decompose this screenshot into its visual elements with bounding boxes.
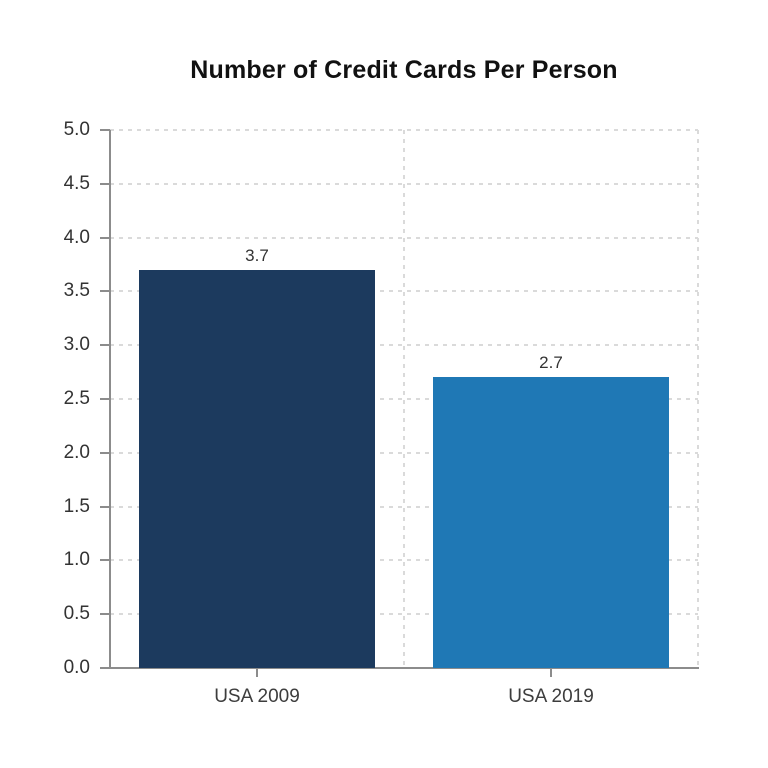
y-tick-label: 0.0 (63, 657, 90, 678)
x-axis-line (109, 667, 699, 669)
bar (139, 269, 375, 668)
y-axis-tick (100, 236, 110, 239)
y-tick-label: 1.5 (63, 495, 90, 517)
y-axis-tick (100, 559, 110, 562)
y-tick-label: 3.5 (63, 280, 90, 302)
bar-value-label: 2.7 (539, 353, 563, 373)
plot-area: 0.0 0.5 1.0 1.5 2.0 2.5 3.0 3.5 4.0 4.5 5.0 3.7 USA … (64, 120, 699, 707)
y-axis-tick (100, 129, 110, 131)
x-gridline (697, 130, 699, 668)
y-axis-tick (100, 398, 110, 400)
y-axis-line (109, 130, 111, 668)
x-axis-tick (256, 668, 258, 677)
y-axis-tick (100, 344, 110, 347)
chart-title: Number of Credit Cards Per Person (190, 56, 618, 84)
y-tick-label: 4.5 (63, 172, 90, 194)
y-tick-label: 5.0 (63, 119, 90, 140)
y-tick-label: 2.0 (63, 441, 90, 463)
y-axis-tick (100, 290, 110, 293)
y-axis-tick (100, 613, 110, 616)
y-tick-label: 3.0 (63, 334, 90, 356)
y-tick-label: 1.0 (63, 549, 90, 571)
bar-value-label: 3.7 (245, 245, 269, 265)
y-axis-tick (100, 667, 110, 669)
x-gridline (403, 130, 405, 668)
y-tick-label: 2.5 (63, 388, 90, 409)
y-axis-tick (100, 505, 110, 508)
y-axis-tick (100, 451, 110, 454)
bar (433, 377, 669, 668)
y-tick-label: 0.5 (63, 603, 90, 625)
x-category-label: USA 2019 (508, 686, 594, 707)
y-tick-label: 4.0 (63, 226, 90, 248)
x-axis-tick (550, 668, 552, 677)
x-category-label: USA 2009 (214, 686, 300, 707)
y-axis-tick (100, 182, 110, 185)
